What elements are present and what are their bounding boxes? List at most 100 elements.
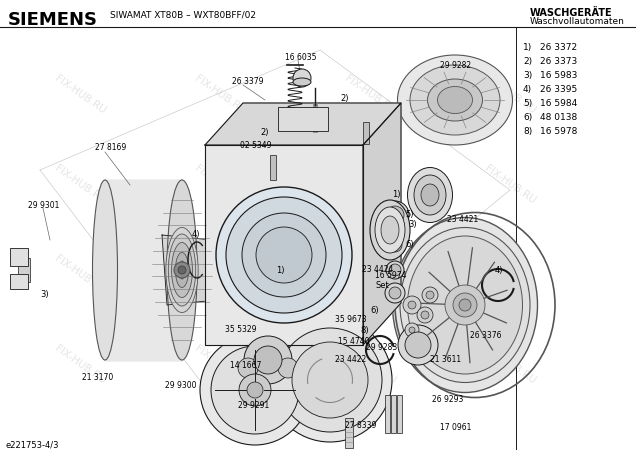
Circle shape <box>422 287 438 303</box>
Text: WASCHGERÄTE: WASCHGERÄTE <box>530 8 612 18</box>
Text: 6): 6) <box>370 306 378 315</box>
Circle shape <box>445 285 485 325</box>
Circle shape <box>226 197 342 313</box>
Text: 2): 2) <box>340 94 349 103</box>
Text: FIX-HUB.RU: FIX-HUB.RU <box>343 254 398 296</box>
Text: 16 5974: 16 5974 <box>375 270 406 279</box>
Text: 2): 2) <box>523 57 532 66</box>
Ellipse shape <box>166 228 198 312</box>
Ellipse shape <box>427 79 483 121</box>
Circle shape <box>426 291 434 299</box>
Text: FIX-HUB.RU: FIX-HUB.RU <box>53 254 107 296</box>
Bar <box>385 395 390 433</box>
Bar <box>18 258 30 282</box>
Text: e221753-4/3: e221753-4/3 <box>5 440 59 449</box>
Ellipse shape <box>167 180 197 360</box>
Text: 3): 3) <box>408 220 417 230</box>
Circle shape <box>200 335 310 445</box>
Text: 26 3376: 26 3376 <box>470 330 502 339</box>
Ellipse shape <box>181 266 184 274</box>
Bar <box>10 274 28 289</box>
Text: 16 5984: 16 5984 <box>540 99 577 108</box>
Text: 16 5978: 16 5978 <box>540 127 577 136</box>
Bar <box>10 248 28 266</box>
Circle shape <box>278 358 298 378</box>
Circle shape <box>216 187 352 323</box>
Text: Set: Set <box>375 280 389 289</box>
Circle shape <box>239 374 271 406</box>
Text: 26 3395: 26 3395 <box>540 85 577 94</box>
Ellipse shape <box>400 228 530 382</box>
Bar <box>363 122 369 144</box>
Text: 1): 1) <box>276 266 284 274</box>
Circle shape <box>174 262 190 278</box>
Circle shape <box>453 293 477 317</box>
Text: 17 0961: 17 0961 <box>440 423 471 432</box>
Circle shape <box>409 327 415 333</box>
Text: 23 4421: 23 4421 <box>447 216 478 225</box>
Text: 35 9673: 35 9673 <box>335 315 366 324</box>
Text: 26 9293: 26 9293 <box>432 396 464 405</box>
Bar <box>278 107 328 131</box>
Circle shape <box>405 323 419 337</box>
Circle shape <box>254 346 282 374</box>
Text: FIX-HUB.RU: FIX-HUB.RU <box>483 344 537 386</box>
Text: FIX-HUB.RU: FIX-HUB.RU <box>343 74 398 116</box>
Ellipse shape <box>176 252 189 288</box>
Text: 1): 1) <box>523 43 532 52</box>
Circle shape <box>417 307 433 323</box>
Text: 29 9300: 29 9300 <box>165 381 197 390</box>
Circle shape <box>403 296 421 314</box>
Text: FIX-HUB.RU: FIX-HUB.RU <box>53 344 107 386</box>
Text: 6): 6) <box>405 240 413 249</box>
Text: 16 6035: 16 6035 <box>285 53 317 62</box>
Polygon shape <box>205 145 363 345</box>
Ellipse shape <box>381 216 399 244</box>
Text: 23 4422: 23 4422 <box>335 356 366 364</box>
Ellipse shape <box>414 175 446 215</box>
Polygon shape <box>363 103 401 345</box>
Bar <box>391 395 396 433</box>
Text: 29 9301: 29 9301 <box>28 201 59 210</box>
Ellipse shape <box>92 180 118 360</box>
Bar <box>270 155 276 180</box>
Text: 2): 2) <box>260 129 268 138</box>
Text: 15 4740: 15 4740 <box>338 338 370 346</box>
Text: 4): 4) <box>495 266 504 274</box>
Ellipse shape <box>169 234 196 306</box>
Text: FIX-HUB.RU: FIX-HUB.RU <box>483 164 537 206</box>
Circle shape <box>386 206 404 224</box>
Text: 14 1667: 14 1667 <box>230 360 261 369</box>
Circle shape <box>405 332 431 358</box>
Ellipse shape <box>438 86 473 113</box>
Text: 8): 8) <box>523 127 532 136</box>
Text: 8): 8) <box>360 325 369 334</box>
Text: FIX-HUB.RU: FIX-HUB.RU <box>483 254 537 296</box>
Ellipse shape <box>408 236 523 374</box>
Ellipse shape <box>398 55 513 145</box>
Text: FIX-HUB.RU: FIX-HUB.RU <box>193 164 247 206</box>
Text: 1): 1) <box>392 190 401 199</box>
Ellipse shape <box>410 65 500 135</box>
Circle shape <box>381 201 409 229</box>
Ellipse shape <box>392 217 537 392</box>
Circle shape <box>211 346 299 434</box>
Text: 3): 3) <box>40 291 48 300</box>
Text: FIX-HUB.RU: FIX-HUB.RU <box>193 254 247 296</box>
Text: 29 9291: 29 9291 <box>238 400 269 410</box>
Text: SIEMENS: SIEMENS <box>8 11 98 29</box>
Text: 26 3373: 26 3373 <box>540 57 577 66</box>
Text: 48 0138: 48 0138 <box>540 113 577 122</box>
Ellipse shape <box>172 243 193 297</box>
Ellipse shape <box>179 261 186 279</box>
Text: 21 3170: 21 3170 <box>82 374 113 382</box>
Ellipse shape <box>408 167 452 222</box>
Bar <box>233 360 303 388</box>
Text: 16 5983: 16 5983 <box>540 71 577 80</box>
Circle shape <box>385 283 405 303</box>
Ellipse shape <box>421 184 439 206</box>
Circle shape <box>238 358 258 378</box>
Text: 29 9283: 29 9283 <box>366 343 398 352</box>
Text: 26 3379: 26 3379 <box>232 77 263 86</box>
Text: FIX-HUB.RU: FIX-HUB.RU <box>53 74 107 116</box>
